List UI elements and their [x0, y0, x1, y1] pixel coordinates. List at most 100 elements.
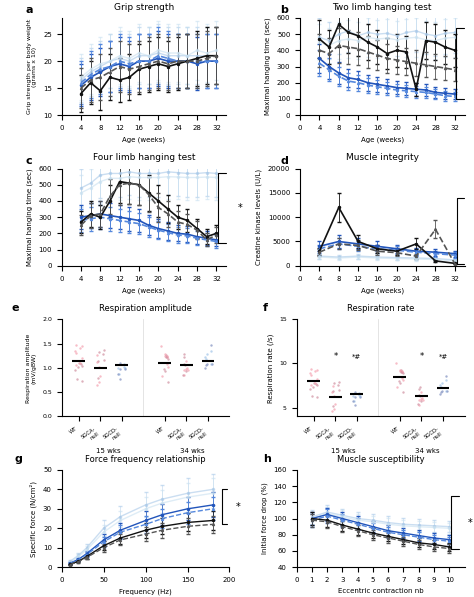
Point [443, 386, 450, 396]
Text: *: * [236, 502, 240, 512]
Point [208, 359, 215, 369]
Point [181, 359, 188, 368]
Point [72, 365, 79, 375]
Point [438, 382, 445, 392]
Point [94, 356, 102, 365]
Point [399, 375, 406, 384]
Text: c: c [26, 156, 32, 166]
Title: Respiration rate: Respiration rate [347, 304, 414, 313]
Point [400, 387, 407, 396]
Point [335, 380, 342, 390]
Point [356, 388, 363, 398]
Text: *#: *# [352, 354, 362, 360]
Text: *: * [333, 352, 337, 361]
Y-axis label: Specific force (N/cm²): Specific force (N/cm²) [30, 481, 37, 556]
Point [183, 363, 191, 373]
Point [330, 392, 337, 401]
Title: Muscle susceptibility: Muscle susceptibility [337, 454, 424, 464]
Point [307, 384, 314, 393]
Point [164, 352, 171, 362]
Point [179, 370, 187, 380]
Text: h: h [263, 454, 271, 464]
Point [116, 374, 123, 384]
Point [161, 364, 168, 373]
Point [396, 376, 403, 386]
Point [419, 395, 427, 405]
Point [78, 341, 85, 351]
Point [414, 399, 421, 409]
Point [330, 404, 338, 414]
Point [163, 350, 170, 360]
Point [330, 378, 338, 388]
Point [329, 401, 337, 410]
Point [202, 360, 210, 370]
Point [328, 387, 336, 397]
Point [72, 361, 80, 370]
Title: Respiration amplitude: Respiration amplitude [99, 304, 192, 313]
Point [313, 379, 320, 389]
Point [93, 357, 101, 367]
Point [416, 390, 423, 399]
X-axis label: Age (weeks): Age (weeks) [361, 287, 404, 294]
Point [311, 378, 319, 388]
Point [161, 352, 169, 361]
Point [164, 359, 171, 369]
Point [120, 362, 128, 371]
Point [438, 378, 446, 387]
Point [307, 364, 315, 374]
Point [207, 346, 214, 356]
Text: 34 wks: 34 wks [180, 448, 205, 454]
Point [396, 365, 403, 374]
Point [201, 352, 209, 361]
Point [201, 363, 209, 373]
Point [438, 386, 446, 396]
Title: Grip strength: Grip strength [114, 2, 174, 11]
Point [75, 358, 83, 368]
Point [181, 371, 188, 380]
Point [78, 361, 86, 371]
Point [396, 378, 403, 388]
Point [181, 350, 188, 359]
Y-axis label: Respiration amplitude
(mV/gBW): Respiration amplitude (mV/gBW) [26, 333, 36, 402]
Point [313, 365, 320, 374]
Point [397, 366, 405, 376]
Point [418, 395, 425, 404]
Point [417, 396, 425, 406]
Point [399, 367, 406, 377]
Point [161, 350, 169, 359]
Y-axis label: Maximal hanging time (sec): Maximal hanging time (sec) [27, 168, 33, 266]
Point [437, 387, 445, 396]
Point [393, 382, 401, 392]
Point [161, 367, 168, 376]
Point [96, 372, 103, 381]
Point [181, 352, 188, 362]
Point [157, 341, 165, 351]
Point [436, 389, 443, 399]
Title: Muscle integrity: Muscle integrity [346, 153, 419, 162]
Point [313, 393, 320, 402]
Point [180, 365, 188, 374]
Point [163, 351, 171, 361]
Point [78, 376, 86, 386]
Point [182, 356, 190, 365]
Point [416, 400, 423, 410]
Point [164, 362, 172, 371]
Point [351, 393, 358, 402]
Point [400, 368, 407, 378]
Point [335, 386, 343, 395]
Text: 34 wks: 34 wks [415, 448, 440, 454]
Point [182, 360, 189, 370]
Text: *: * [467, 518, 472, 528]
Point [307, 380, 314, 390]
Point [415, 395, 423, 405]
Text: g: g [15, 454, 22, 464]
Point [416, 391, 424, 401]
Point [76, 359, 84, 368]
Point [309, 391, 316, 401]
Point [72, 340, 80, 350]
Y-axis label: Respiration rate (/s): Respiration rate (/s) [267, 333, 273, 402]
X-axis label: Frequency (Hz): Frequency (Hz) [119, 589, 172, 595]
Title: Four limb hanging test: Four limb hanging test [92, 153, 195, 162]
Point [436, 380, 444, 390]
Point [310, 381, 317, 391]
